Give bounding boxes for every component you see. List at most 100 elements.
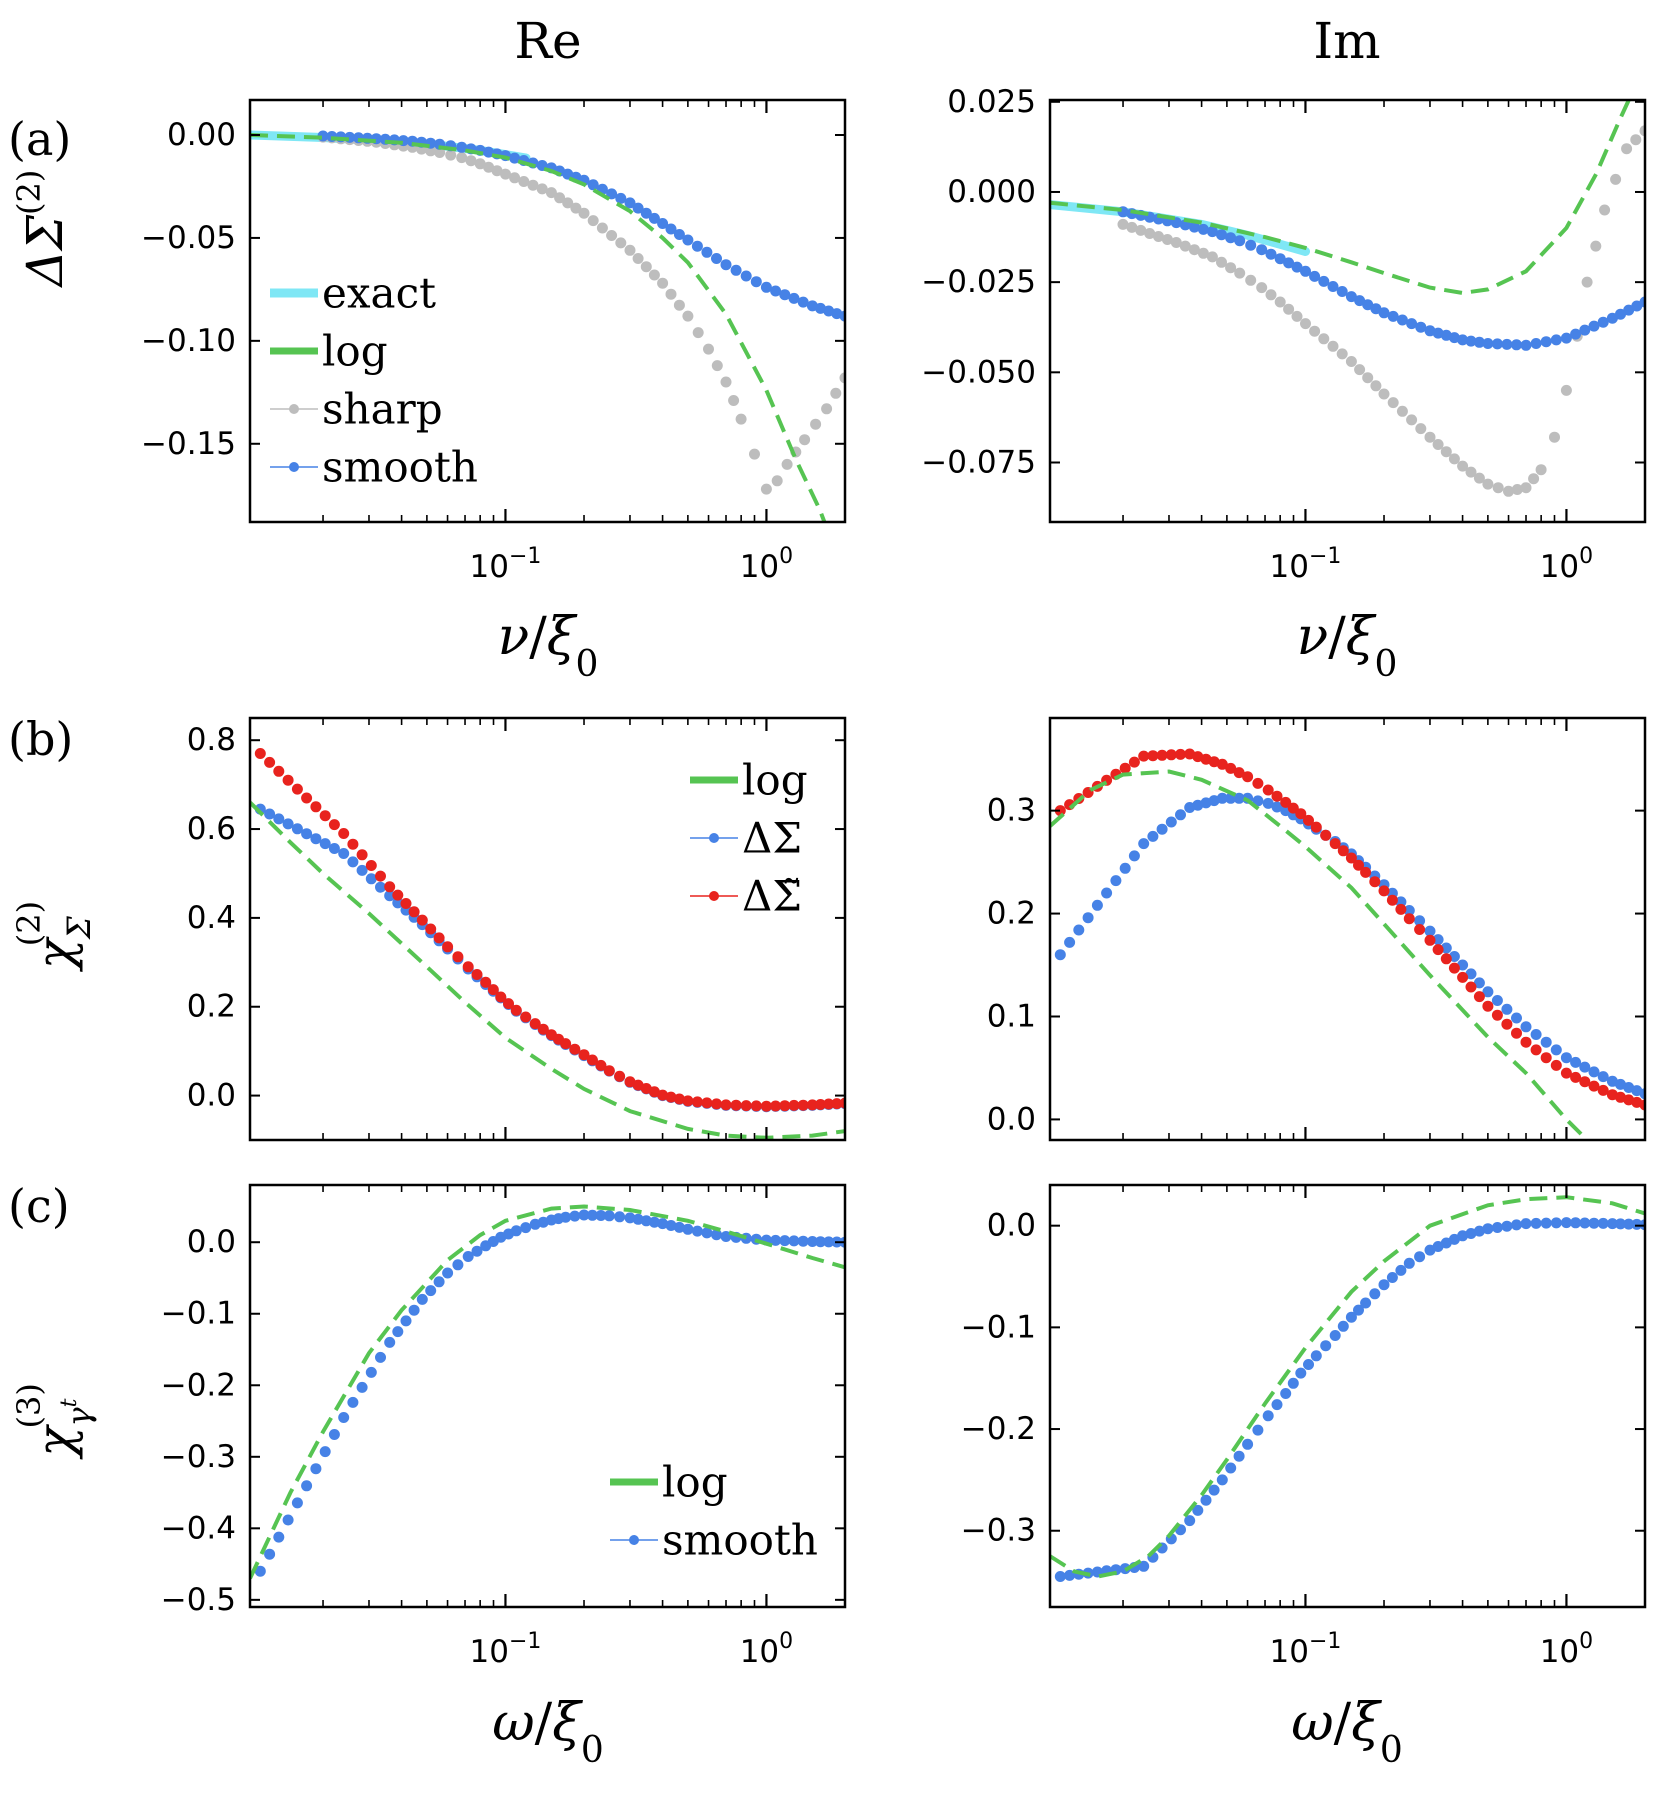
- point-sharp: [445, 149, 457, 161]
- xlabel-c-re: ω/ξ0: [492, 1693, 603, 1771]
- point-dsigma-tilde: [1242, 771, 1254, 783]
- column-title-re: Re: [514, 12, 581, 70]
- point-dsigma-tilde: [254, 748, 266, 759]
- point-sharp: [1345, 356, 1357, 367]
- point-smooth: [347, 1396, 359, 1408]
- ytick-label: −0.2: [161, 1367, 236, 1403]
- point-dsigma-tilde: [529, 1018, 541, 1030]
- point-smooth: [624, 1212, 636, 1224]
- point-dsigma-tilde: [797, 1099, 809, 1111]
- point-sharp: [1448, 453, 1460, 465]
- ylabel-a: ΔΣ(2): [10, 170, 74, 289]
- point-smooth: [1216, 1474, 1228, 1486]
- point-smooth: [1511, 1219, 1522, 1231]
- ytick-label: 0.000: [947, 174, 1036, 210]
- point-dsigma: [1588, 1066, 1600, 1078]
- point-sharp: [799, 434, 811, 446]
- axes-frame: [248, 1183, 847, 1609]
- point-sharp: [1492, 482, 1504, 494]
- point-sharp: [554, 192, 566, 204]
- point-sharp: [1581, 276, 1593, 288]
- point-dsigma-tilde: [1501, 1018, 1513, 1030]
- point-dsigma-tilde: [750, 1100, 762, 1112]
- point-smooth: [624, 197, 636, 209]
- point-smooth: [711, 1229, 722, 1241]
- xtick-label: 100: [740, 1629, 793, 1670]
- point-smooth: [632, 202, 644, 214]
- point-sharp: [545, 187, 557, 199]
- point-smooth: [569, 1210, 581, 1222]
- point-dsigma-tilde: [520, 1011, 532, 1023]
- point-dsigma: [1233, 792, 1245, 804]
- point-smooth: [632, 1213, 644, 1225]
- point-sharp: [500, 168, 511, 180]
- point-dsigma-tilde: [1147, 750, 1159, 762]
- point-smooth: [365, 1366, 377, 1378]
- point-dsigma: [356, 864, 368, 876]
- point-smooth: [392, 1326, 404, 1338]
- point-dsigma-tilde: [503, 998, 514, 1010]
- point-dsigma: [1432, 934, 1444, 946]
- point-dsigma-tilde: [1156, 749, 1168, 761]
- point-smooth: [1295, 1367, 1307, 1379]
- point-smooth: [510, 1225, 522, 1237]
- point-smooth: [823, 1236, 835, 1248]
- point-smooth: [1300, 265, 1311, 277]
- point-smooth: [384, 1336, 396, 1348]
- point-smooth: [691, 1225, 703, 1237]
- point-smooth: [657, 218, 669, 229]
- point-dsigma-tilde: [1491, 1009, 1503, 1021]
- ytick-label: 0.8: [187, 722, 236, 758]
- xlabel-a-re-sub: 0: [575, 644, 598, 685]
- point-smooth: [779, 1235, 791, 1247]
- point-sharp: [735, 413, 747, 425]
- xtick-label-base: 10: [470, 549, 509, 585]
- point-dsigma-tilde: [560, 1038, 572, 1050]
- point-smooth: [1206, 226, 1218, 238]
- point-smooth: [408, 1304, 420, 1316]
- point-dsigma: [1570, 1056, 1582, 1068]
- point-smooth: [1540, 1217, 1552, 1229]
- point-dsigma-tilde: [665, 1091, 677, 1103]
- xtick-label: 100: [1540, 1629, 1593, 1670]
- xtick-label-exp: 0: [1579, 544, 1593, 569]
- point-sharp: [1482, 478, 1494, 490]
- point-smooth: [1530, 338, 1542, 349]
- point-sharp: [781, 458, 793, 470]
- ytick-label: −0.050: [921, 354, 1036, 390]
- point-smooth: [1623, 304, 1635, 316]
- point-dsigma-tilde: [701, 1097, 713, 1109]
- point-smooth: [1414, 1251, 1426, 1263]
- point-sharp: [1188, 244, 1200, 256]
- point-dsigma: [273, 813, 285, 825]
- xtick-label: 10−1: [1270, 544, 1342, 585]
- point-sharp: [1520, 482, 1532, 494]
- point-sharp: [1179, 240, 1191, 252]
- point-dsigma-tilde: [273, 765, 285, 777]
- point-dsigma-tilde: [392, 889, 404, 901]
- point-dsigma: [1156, 823, 1168, 835]
- point-dsigma-tilde: [1303, 814, 1314, 826]
- point-sharp: [648, 269, 660, 281]
- point-smooth: [839, 310, 845, 322]
- point-dsigma: [1165, 816, 1177, 828]
- point-dsigma-tilde: [691, 1096, 703, 1108]
- point-sharp: [1639, 125, 1645, 137]
- xlabel-c-re-sub: 0: [581, 1730, 604, 1771]
- point-dsigma: [1138, 838, 1150, 850]
- point-smooth: [1597, 316, 1609, 328]
- point-smooth: [770, 1234, 782, 1246]
- point-smooth: [456, 141, 468, 153]
- point-sharp: [1503, 485, 1514, 497]
- xtick-label: 100: [740, 544, 793, 585]
- point-sharp: [434, 147, 446, 158]
- point-dsigma: [1271, 801, 1283, 813]
- point-smooth: [701, 246, 713, 258]
- xlabel-c-im-slash: /: [1334, 1693, 1352, 1753]
- point-dsigma-tilde: [1054, 805, 1066, 817]
- point-dsigma: [1520, 1021, 1532, 1033]
- point-smooth: [1491, 338, 1503, 350]
- point-smooth: [1283, 257, 1295, 269]
- ytick-label: −0.1: [161, 1296, 236, 1332]
